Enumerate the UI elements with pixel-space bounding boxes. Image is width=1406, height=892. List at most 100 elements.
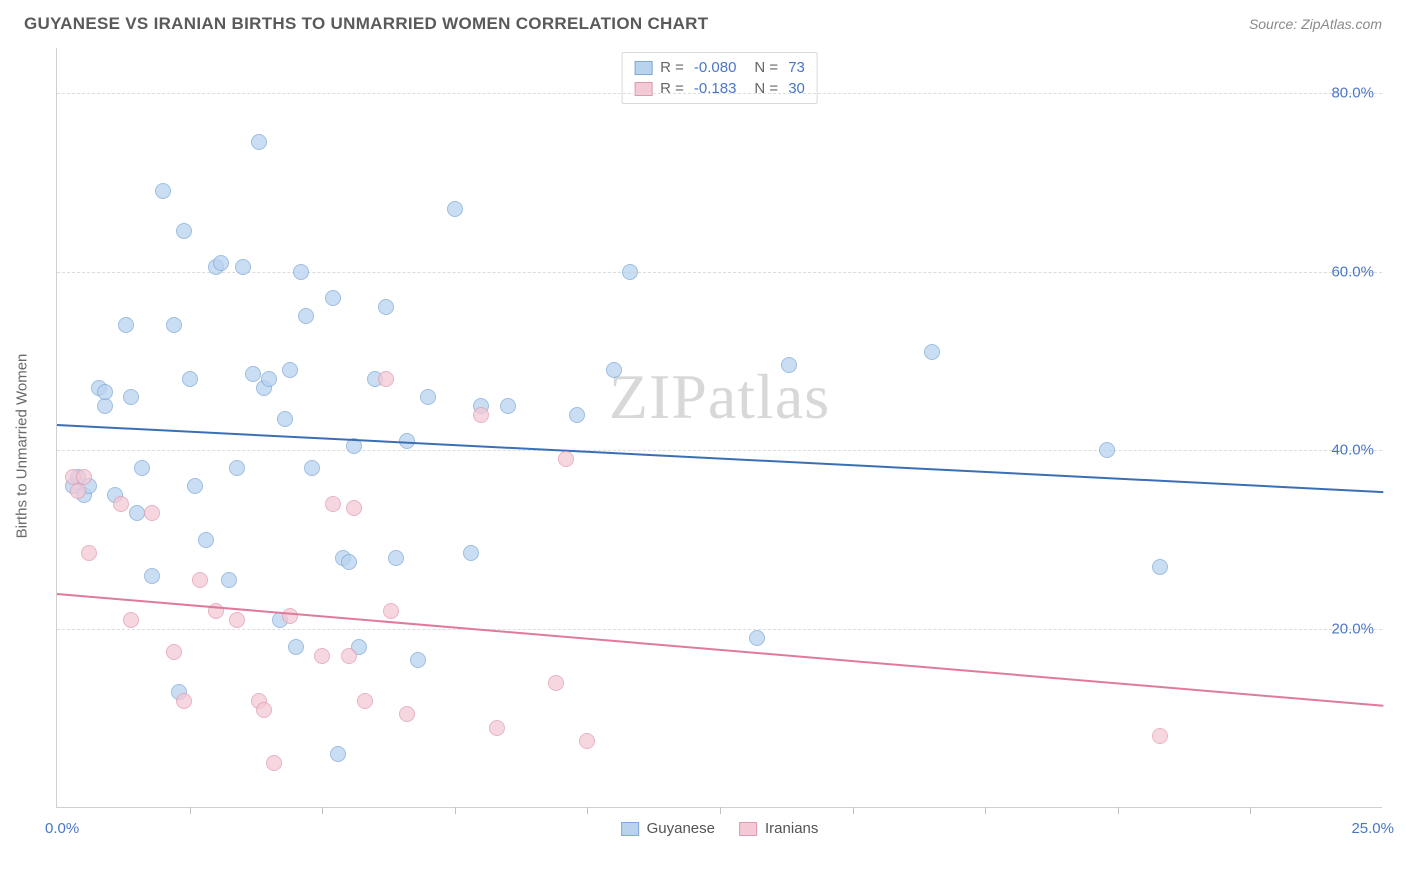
x-tick-mark [455,807,456,814]
chart-title: GUYANESE VS IRANIAN BIRTHS TO UNMARRIED … [24,14,708,34]
legend-swatch [634,61,652,75]
r-label: R = [660,59,684,76]
scatter-point [192,572,208,588]
scatter-point [229,612,245,628]
scatter-point [304,460,320,476]
x-tick-mark [853,807,854,814]
scatter-point [924,344,940,360]
legend-swatch [621,822,639,836]
chart-plot-area: ZIPatlas R =-0.080N =73R =-0.183N =30 Gu… [56,48,1382,808]
scatter-point [341,554,357,570]
scatter-point [166,644,182,660]
r-value: -0.080 [694,59,737,76]
scatter-point [81,545,97,561]
scatter-point [266,755,282,771]
x-axis-min-label: 0.0% [45,820,79,837]
y-tick-label: 80.0% [1331,84,1374,101]
y-tick-label: 20.0% [1331,621,1374,638]
scatter-point [76,469,92,485]
n-value: 30 [788,80,805,97]
scatter-point [261,371,277,387]
scatter-point [558,451,574,467]
x-tick-mark [587,807,588,814]
scatter-point [1152,728,1168,744]
scatter-point [749,630,765,646]
legend-item: Guyanese [621,820,715,837]
scatter-point [346,500,362,516]
scatter-point [325,496,341,512]
scatter-point [134,460,150,476]
scatter-point [1099,442,1115,458]
scatter-point [166,317,182,333]
scatter-point [463,545,479,561]
scatter-point [256,702,272,718]
scatter-point [579,733,595,749]
scatter-point [155,183,171,199]
scatter-point [282,608,298,624]
n-label: N = [754,59,778,76]
scatter-point [182,371,198,387]
scatter-point [378,371,394,387]
scatter-point [229,460,245,476]
scatter-point [325,290,341,306]
scatter-point [548,675,564,691]
r-label: R = [660,80,684,97]
legend-label: Iranians [765,820,818,837]
y-axis-label: Births to Unmarried Women [14,354,31,539]
legend-swatch [739,822,757,836]
scatter-point [388,550,404,566]
scatter-point [118,317,134,333]
scatter-point [569,407,585,423]
scatter-point [235,259,251,275]
scatter-point [473,407,489,423]
legend-row: R = -0.080 N = 73 [634,57,805,78]
scatter-point [198,532,214,548]
scatter-point [622,264,638,280]
scatter-point [447,201,463,217]
scatter-point [298,308,314,324]
scatter-point [399,706,415,722]
grid-line [57,93,1382,94]
scatter-point [123,389,139,405]
y-tick-label: 60.0% [1331,263,1374,280]
scatter-point [187,478,203,494]
grid-line [57,629,1382,630]
scatter-point [357,693,373,709]
scatter-point [97,384,113,400]
scatter-point [314,648,330,664]
x-tick-mark [1118,807,1119,814]
legend-row: R = -0.183 N = 30 [634,78,805,99]
scatter-point [288,639,304,655]
scatter-point [330,746,346,762]
r-value: -0.183 [694,80,737,97]
series-legend: Guyanese Iranians [621,820,819,837]
scatter-point [144,505,160,521]
n-label: N = [754,80,778,97]
scatter-point [144,568,160,584]
correlation-legend: R = -0.080 N = 73 R = -0.183 N = 30 [621,52,818,104]
scatter-point [251,134,267,150]
scatter-point [410,652,426,668]
scatter-point [129,505,145,521]
scatter-point [123,612,139,628]
legend-item: Iranians [739,820,818,837]
scatter-point [293,264,309,280]
scatter-point [341,648,357,664]
legend-label: Guyanese [647,820,715,837]
x-axis-max-label: 25.0% [1351,820,1394,837]
trend-line [57,424,1383,493]
x-tick-mark [322,807,323,814]
n-value: 73 [788,59,805,76]
x-tick-mark [1250,807,1251,814]
y-tick-label: 40.0% [1331,442,1374,459]
scatter-point [176,693,192,709]
scatter-point [277,411,293,427]
scatter-point [282,362,298,378]
scatter-point [420,389,436,405]
scatter-point [606,362,622,378]
scatter-point [378,299,394,315]
grid-line [57,272,1382,273]
grid-line [57,450,1382,451]
watermark-text: ZIPatlas [609,360,830,434]
scatter-point [221,572,237,588]
